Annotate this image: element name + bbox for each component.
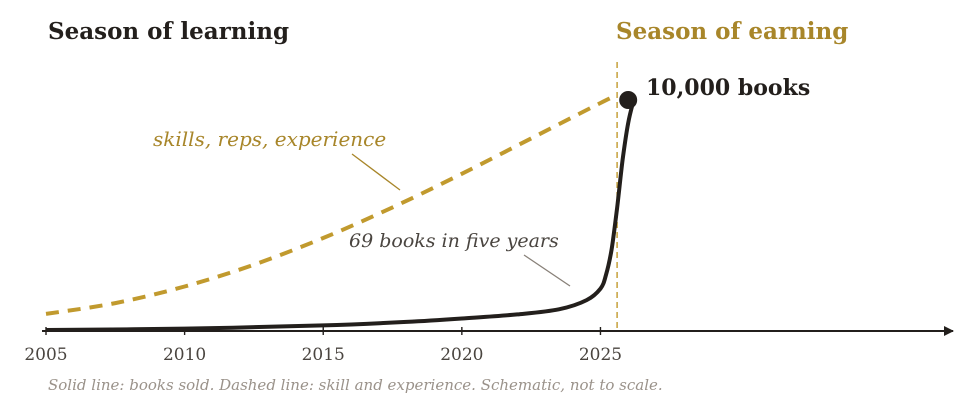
annotation-skills: skills, reps, experience <box>153 127 386 151</box>
x-tick-label: 2015 <box>302 345 345 365</box>
x-tick-label: 2005 <box>24 345 67 365</box>
region-label-earning: Season of earning <box>616 18 848 45</box>
region-label-learning: Season of learning <box>48 18 289 45</box>
x-axis-ticks: 2005 2010 2015 2020 2025 <box>24 327 622 365</box>
endpoint-marker <box>619 91 638 109</box>
endpoint-label: 10,000 books <box>646 75 810 101</box>
annotation-skills-leader <box>351 153 401 191</box>
x-tick-label: 2010 <box>163 345 206 365</box>
skill-series-line <box>45 93 618 316</box>
books-series-line <box>45 99 636 332</box>
chart-caption: Solid line: books sold. Dashed line: ski… <box>48 376 663 394</box>
annotation-books: 69 books in five years <box>349 230 559 252</box>
annotation-books-leader <box>523 254 571 287</box>
x-tick-label: 2020 <box>440 345 483 365</box>
x-tick-label: 2025 <box>579 345 622 365</box>
